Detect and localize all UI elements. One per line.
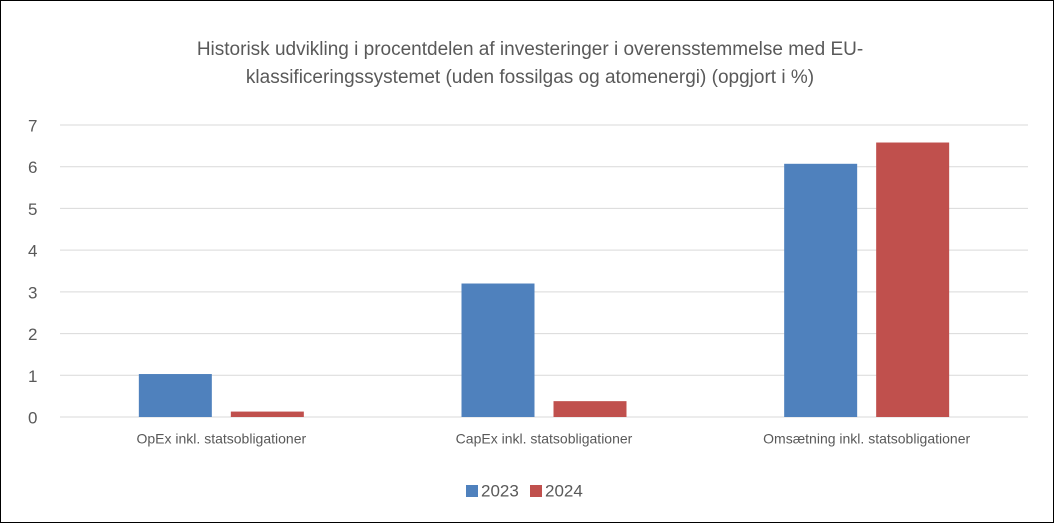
x-tick-label: Omsætning inkl. statsobligationer	[763, 431, 970, 447]
y-tick-label: 0	[28, 408, 37, 427]
y-tick-label: 2	[28, 325, 37, 344]
legend-swatch	[466, 485, 478, 497]
y-tick-label: 1	[28, 367, 37, 386]
y-tick-label: 4	[28, 242, 37, 261]
bar	[461, 283, 535, 417]
bar	[876, 142, 950, 417]
y-tick-label: 3	[28, 283, 37, 302]
bar	[784, 163, 858, 417]
y-tick-label: 7	[28, 116, 37, 135]
x-tick-label: CapEx inkl. statsobligationer	[456, 431, 633, 447]
y-tick-label: 6	[28, 158, 37, 177]
y-tick-label: 5	[28, 200, 37, 219]
bar	[230, 411, 304, 417]
legend-swatch	[530, 485, 542, 497]
chart-title: Historisk udvikling i procentdelen af in…	[196, 39, 864, 88]
legend-label: 2023	[481, 481, 519, 500]
bar	[138, 374, 212, 417]
legend-label: 2024	[545, 481, 583, 500]
x-tick-label: OpEx inkl. statsobligationer	[137, 431, 307, 447]
bar	[553, 401, 627, 417]
